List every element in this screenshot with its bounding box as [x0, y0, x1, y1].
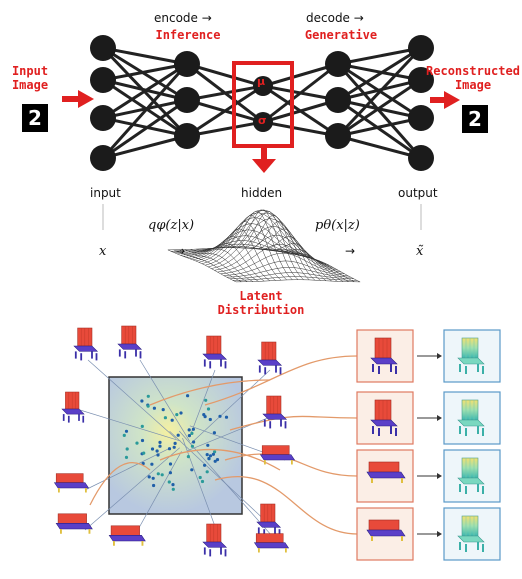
latent-point [150, 463, 153, 466]
latent-point [188, 428, 191, 431]
latent-point [152, 484, 155, 487]
latent-point [209, 418, 212, 421]
chair-icon [258, 342, 281, 374]
latent-point [156, 449, 159, 452]
latent-point [169, 471, 172, 474]
latent-point [141, 425, 144, 428]
latent-point [140, 399, 143, 402]
chair-icon [56, 514, 92, 534]
latent-point [157, 472, 160, 475]
latent-point [179, 411, 182, 414]
latent-point [172, 488, 175, 491]
latent-point [126, 447, 129, 450]
latent-point [192, 428, 195, 431]
chair-icon [203, 524, 226, 556]
chair-icon [257, 504, 280, 536]
latent-point [125, 430, 128, 433]
latent-point [214, 460, 217, 463]
latent-point [218, 415, 221, 418]
latent-point [123, 434, 126, 437]
latent-point [206, 444, 209, 447]
latent-point [147, 395, 150, 398]
latent-point [209, 454, 212, 457]
latent-point [188, 434, 191, 437]
latent-point [171, 419, 174, 422]
latent-point [206, 453, 209, 456]
chair-icon [263, 396, 286, 428]
arrow-icon [437, 531, 442, 537]
chair-icon [54, 474, 88, 493]
latent-point [173, 446, 176, 449]
latent-point [191, 445, 194, 448]
latent-point [225, 416, 228, 419]
latent-point [148, 475, 151, 478]
latent-point [204, 399, 207, 402]
arrow-icon [437, 473, 442, 479]
latent-point [156, 453, 159, 456]
output-chair-panels [357, 330, 500, 560]
latent-point [169, 462, 172, 465]
chair-icon [109, 526, 145, 546]
chair-icon [203, 336, 226, 368]
latent-point [201, 480, 204, 483]
latent-point [204, 415, 207, 418]
latent-point [158, 445, 161, 448]
latent-point [142, 452, 145, 455]
latent-point [174, 442, 177, 445]
latent-point [151, 447, 154, 450]
chair-icon [118, 326, 141, 358]
latent-point [175, 413, 178, 416]
arrow-icon [437, 353, 442, 359]
chair-icon [254, 534, 288, 553]
latent-point [162, 408, 165, 411]
latent-point [206, 470, 209, 473]
latent-point [207, 457, 210, 460]
chair-icon [74, 328, 97, 360]
latent-point [158, 441, 161, 444]
latent-point [199, 476, 202, 479]
latent-point [190, 432, 193, 435]
latent-space-square [109, 377, 242, 514]
latent-point [203, 464, 206, 467]
latent-point [141, 439, 144, 442]
chair-icon [260, 446, 294, 465]
latent-point [161, 473, 164, 476]
arrow-icon [437, 415, 442, 421]
latent-point [168, 447, 171, 450]
latent-point [168, 480, 171, 483]
latent-point [152, 477, 155, 480]
latent-point [187, 455, 190, 458]
decode-arrow [230, 416, 357, 430]
latent-point [164, 416, 167, 419]
latent-point [190, 468, 193, 471]
latent-point [207, 407, 210, 410]
latent-point [186, 394, 189, 397]
latent-point [171, 483, 174, 486]
latent-point [192, 440, 195, 443]
latent-point [212, 453, 215, 456]
latent-point [147, 405, 150, 408]
latent-point [213, 431, 216, 434]
chair-icon [62, 392, 84, 423]
latent-point [125, 456, 128, 459]
latent-point [177, 434, 180, 437]
latent-point [153, 407, 156, 410]
latent-point [135, 442, 138, 445]
